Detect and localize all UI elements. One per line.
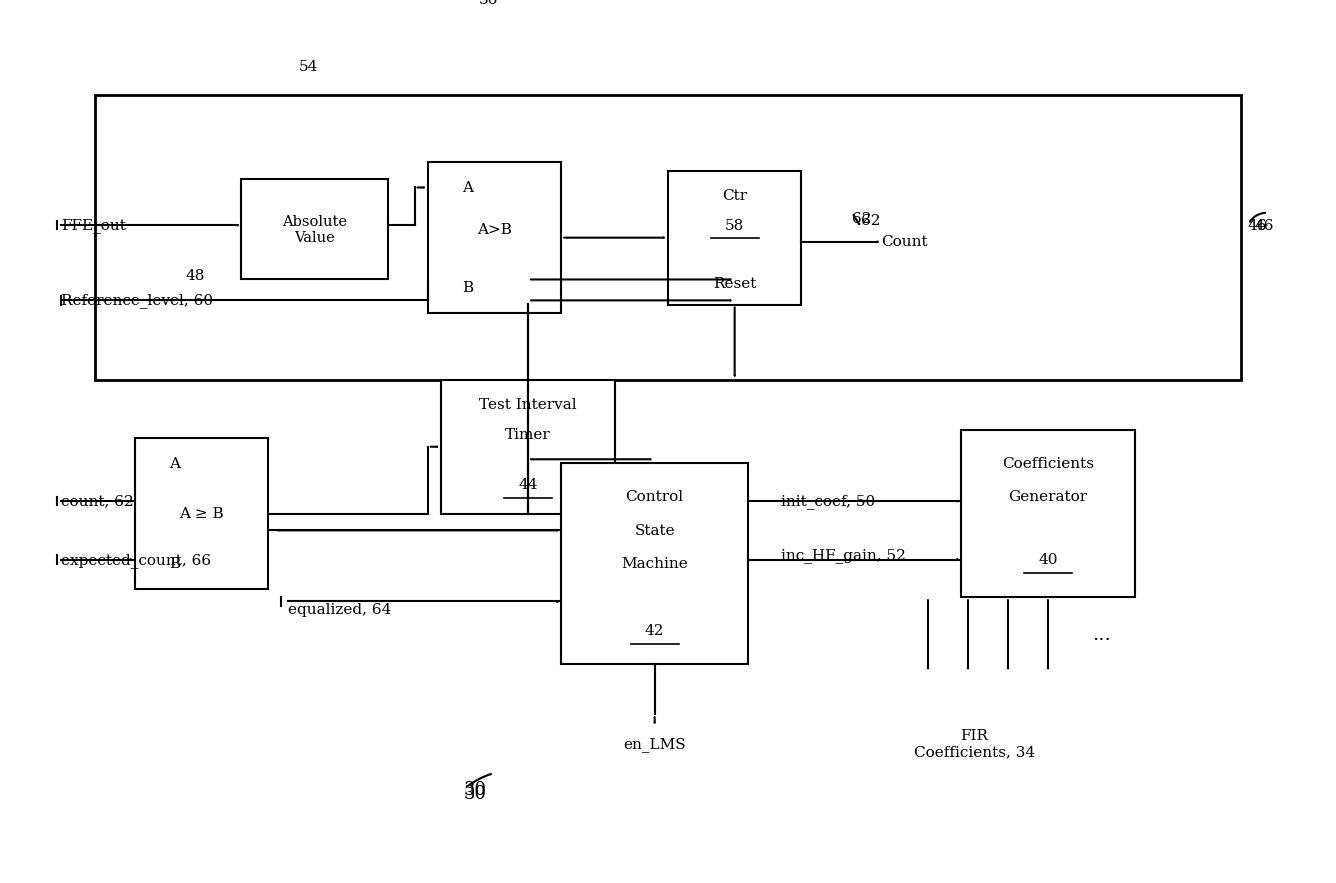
- FancyBboxPatch shape: [441, 380, 615, 514]
- Text: 46: 46: [1255, 218, 1275, 232]
- FancyBboxPatch shape: [962, 430, 1134, 598]
- Text: 48: 48: [184, 268, 204, 283]
- Text: Reference_level, 60: Reference_level, 60: [61, 293, 214, 308]
- Text: Ctr: Ctr: [721, 189, 747, 203]
- Text: 30: 30: [464, 785, 486, 803]
- Text: 46: 46: [1248, 218, 1268, 232]
- Text: Coefficients: Coefficients: [1002, 457, 1094, 471]
- Text: FIR
Coefficients, 34: FIR Coefficients, 34: [914, 728, 1035, 758]
- Text: en_LMS: en_LMS: [624, 736, 685, 751]
- Text: 30: 30: [464, 781, 486, 798]
- Text: 62: 62: [851, 212, 871, 226]
- Text: count, 62: count, 62: [61, 494, 134, 509]
- Text: Generator: Generator: [1009, 490, 1088, 504]
- Text: 58: 58: [725, 218, 744, 232]
- Text: inc_HF_gain, 52: inc_HF_gain, 52: [782, 548, 906, 563]
- Text: A>B: A>B: [477, 223, 512, 237]
- Text: Reset: Reset: [713, 277, 756, 291]
- Text: FFE_out: FFE_out: [61, 218, 127, 233]
- Text: 62: 62: [862, 215, 880, 229]
- FancyBboxPatch shape: [95, 96, 1241, 380]
- FancyBboxPatch shape: [135, 439, 269, 589]
- Text: Absolute
Value: Absolute Value: [282, 215, 347, 245]
- Text: A: A: [462, 181, 473, 195]
- Text: State: State: [635, 524, 675, 538]
- Text: A ≥ B: A ≥ B: [179, 507, 223, 521]
- Text: Control: Control: [625, 490, 684, 504]
- FancyBboxPatch shape: [428, 162, 561, 313]
- Text: 56: 56: [478, 0, 498, 7]
- Text: B: B: [170, 557, 180, 571]
- Text: 54: 54: [298, 60, 318, 73]
- Text: Timer: Timer: [505, 427, 550, 442]
- Text: 40: 40: [1038, 553, 1058, 567]
- Text: expected_count, 66: expected_count, 66: [61, 553, 211, 567]
- Text: init_coef, 50: init_coef, 50: [782, 494, 875, 509]
- Text: 42: 42: [645, 624, 664, 638]
- Text: 44: 44: [518, 478, 538, 492]
- FancyBboxPatch shape: [561, 464, 748, 664]
- Text: Test Interval: Test Interval: [480, 398, 577, 412]
- Text: Machine: Machine: [621, 557, 688, 571]
- Text: Count: Count: [882, 235, 929, 249]
- FancyBboxPatch shape: [668, 171, 802, 305]
- Text: equalized, 64: equalized, 64: [289, 603, 391, 617]
- Text: A: A: [170, 457, 180, 471]
- Text: B: B: [462, 281, 473, 295]
- Text: ...: ...: [1092, 626, 1110, 644]
- FancyBboxPatch shape: [242, 179, 387, 280]
